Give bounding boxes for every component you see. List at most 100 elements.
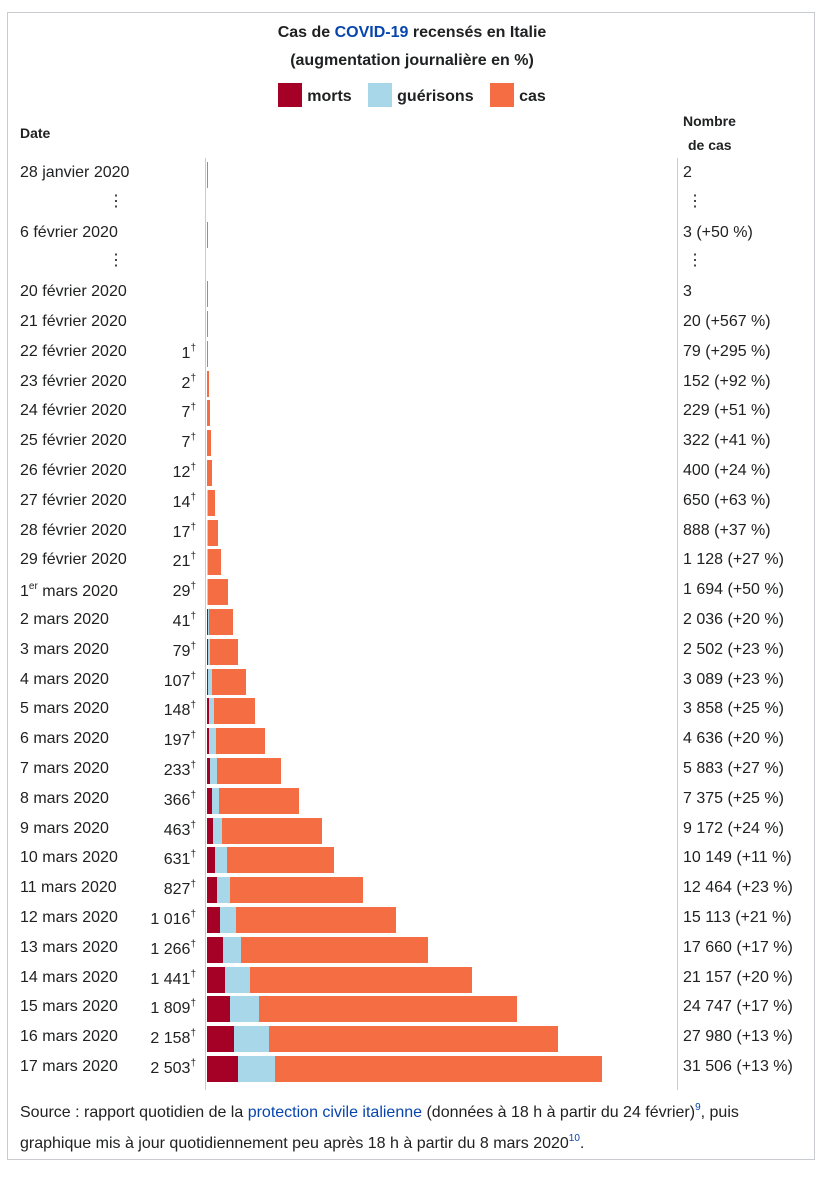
cases-label: 31 506 (+13 %) — [683, 1058, 793, 1075]
dagger-mark: † — [190, 938, 196, 950]
date-label: 9 mars 2020 — [20, 819, 109, 837]
deaths-label: 233† — [163, 760, 196, 779]
legend-label-cases: cas — [519, 88, 546, 105]
date-label: 27 février 2020 — [20, 491, 127, 509]
bar-segment-recovered — [207, 519, 209, 546]
bar-segment-cases — [207, 460, 212, 486]
cases-label: 2 502 (+23 %) — [683, 640, 784, 658]
bar-segment-cases — [207, 340, 208, 367]
dagger-mark: † — [190, 849, 196, 861]
deaths-label: 148† — [163, 700, 196, 720]
date-label: 2 mars 2020 — [20, 611, 109, 628]
bar-segment-cases — [207, 430, 212, 457]
cases-header-line1: Nombre — [683, 113, 736, 129]
cases-label: 12 464 (+23 %) — [683, 879, 793, 897]
date-label: 1er mars 2020 — [20, 581, 118, 601]
dagger-mark: † — [190, 670, 196, 682]
deaths-label: 7† — [181, 402, 196, 422]
deaths-label: 21† — [172, 551, 196, 571]
bar-segment-cases — [211, 668, 246, 695]
date-label: 11 mars 2020 — [20, 879, 117, 897]
bar-segment-deaths — [207, 907, 220, 933]
bar-segment-recovered — [207, 609, 210, 635]
bar-segment-cases — [249, 966, 473, 993]
date-label: 14 mars 2020 — [20, 968, 118, 986]
bar-segment-cases — [227, 847, 335, 874]
bar-segment-cases — [207, 370, 209, 397]
date-ordinal-sup: er — [28, 581, 38, 593]
dagger-mark: † — [190, 491, 196, 503]
dagger-mark: † — [190, 1058, 196, 1069]
bar-segment-cases — [207, 519, 219, 546]
source-rest: , puis graphique mis à jour quotidiennem… — [20, 1104, 739, 1152]
cases-label: 400 (+24 %) — [683, 462, 771, 479]
deaths-label: 7† — [181, 432, 196, 452]
date-label: 28 janvier 2020 — [20, 164, 130, 181]
cases-label: 27 980 (+13 %) — [683, 1028, 793, 1046]
deaths-label: 827† — [163, 879, 196, 899]
deaths-label: 29† — [172, 581, 196, 601]
dagger-mark: † — [190, 998, 196, 1010]
dagger-mark: † — [190, 879, 196, 891]
source-end: . — [579, 1135, 585, 1152]
bar-segment-cases — [207, 162, 208, 188]
deaths-label: 1 441† — [150, 968, 196, 988]
date-label: 28 février 2020 — [20, 521, 127, 539]
bar-segment-recovered — [207, 489, 209, 516]
dagger-mark: † — [190, 1028, 196, 1040]
covid-link[interactable]: COVID-19 — [334, 24, 409, 41]
deaths-label: 366† — [163, 789, 196, 809]
reference-9-link[interactable]: 9 — [695, 1102, 701, 1113]
recovered-swatch — [368, 83, 393, 107]
bar-segment-cases — [207, 489, 216, 516]
source-prefix: Source : rapport quotidien de la — [20, 1104, 248, 1121]
bar-segment-recovered — [207, 549, 209, 576]
bar-segment-deaths — [207, 877, 218, 904]
bar-segment-cases — [207, 221, 208, 248]
bar-segment-recovered — [225, 966, 250, 993]
legend: morts guérisons cas — [8, 83, 816, 107]
bar-segment-cases — [207, 311, 208, 337]
source-note: Source : rapport quotidien de la protect… — [20, 1095, 806, 1157]
protection-civile-link[interactable]: protection civile italienne — [247, 1104, 423, 1121]
date-label: 20 février 2020 — [20, 283, 127, 301]
bar-segment-deaths — [207, 996, 230, 1023]
deaths-label: 2 503† — [150, 1058, 196, 1077]
date-label: 6 février 2020 — [20, 223, 118, 241]
date-label: 15 mars 2020 — [20, 998, 118, 1016]
ellipsis-date: ⋮ — [108, 192, 124, 210]
bar-segment-cases — [217, 758, 281, 784]
bar-segment-cases — [216, 728, 266, 755]
cases-label: 322 (+41 %) — [683, 432, 771, 450]
bar-segment-cases — [268, 1026, 558, 1053]
bar-segment-recovered — [207, 579, 209, 606]
bar-segment-deaths — [207, 668, 209, 695]
bar-segment-recovered — [214, 847, 228, 874]
bar-segment-cases — [221, 817, 322, 844]
source-middle: (données à 18 h à partir du 24 février) — [422, 1104, 696, 1121]
bar-segment-cases — [240, 936, 429, 963]
date-label: 8 mars 2020 — [20, 789, 109, 807]
cases-label: 152 (+92 %) — [683, 372, 771, 390]
deaths-label: 107† — [163, 670, 196, 690]
bar-segment-deaths — [207, 728, 210, 755]
cases-label: 4 636 (+20 %) — [683, 730, 784, 748]
cases-label: 10 149 (+11 %) — [683, 849, 792, 867]
dagger-mark: † — [190, 521, 196, 533]
cases-label: 3 (+50 %) — [683, 223, 753, 241]
reference-10-link[interactable]: 10 — [568, 1133, 580, 1144]
dagger-mark: † — [190, 968, 196, 980]
deaths-label: 41† — [172, 611, 196, 630]
cases-label: 20 (+567 %) — [683, 313, 771, 330]
dagger-mark: † — [190, 760, 196, 771]
deaths-label: 1 809† — [150, 998, 196, 1018]
deaths-label: 197† — [163, 730, 196, 750]
cases-label: 3 — [683, 283, 692, 301]
date-header: Date — [20, 125, 51, 141]
dagger-mark: † — [190, 611, 196, 622]
bar-segment-cases — [207, 281, 208, 308]
chart-frame: Cas de COVID-19 recensés en Italie (augm… — [7, 12, 815, 1160]
date-label: 24 février 2020 — [20, 402, 127, 420]
bar-segment-cases — [209, 609, 233, 635]
bar-segment-cases — [230, 877, 364, 904]
